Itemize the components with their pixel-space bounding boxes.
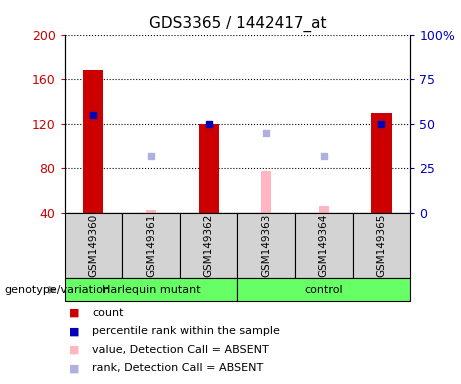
Text: count: count <box>92 308 124 318</box>
Text: rank, Detection Call = ABSENT: rank, Detection Call = ABSENT <box>92 363 263 373</box>
Bar <box>372 113 391 213</box>
Text: GSM149364: GSM149364 <box>319 214 329 278</box>
Bar <box>83 70 103 213</box>
Text: control: control <box>305 285 343 295</box>
Bar <box>199 124 219 213</box>
Text: GSM149360: GSM149360 <box>89 214 98 277</box>
Text: Harlequin mutant: Harlequin mutant <box>102 285 200 295</box>
Text: genotype/variation: genotype/variation <box>5 285 111 295</box>
Bar <box>261 171 272 213</box>
Bar <box>146 210 156 213</box>
Text: percentile rank within the sample: percentile rank within the sample <box>92 326 280 336</box>
Text: GSM149363: GSM149363 <box>261 214 271 278</box>
Text: GSM149365: GSM149365 <box>377 214 386 278</box>
Bar <box>319 207 329 213</box>
Text: GSM149361: GSM149361 <box>146 214 156 278</box>
Text: ■: ■ <box>69 326 79 336</box>
Title: GDS3365 / 1442417_at: GDS3365 / 1442417_at <box>148 16 326 32</box>
Text: value, Detection Call = ABSENT: value, Detection Call = ABSENT <box>92 345 269 355</box>
Text: ■: ■ <box>69 363 79 373</box>
Text: GSM149362: GSM149362 <box>204 214 213 278</box>
Text: ■: ■ <box>69 308 79 318</box>
Text: ■: ■ <box>69 345 79 355</box>
